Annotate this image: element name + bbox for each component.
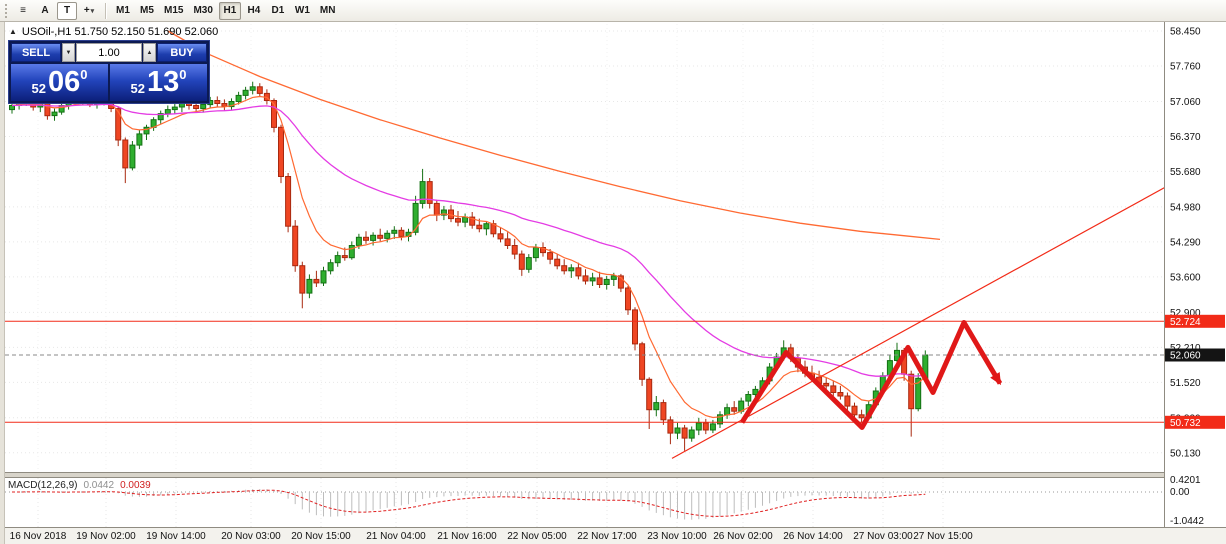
price-tick-label: 58.450: [1170, 27, 1201, 38]
time-axis-label: 23 Nov 10:00: [647, 531, 707, 542]
timeframe-w1-button[interactable]: W1: [291, 2, 314, 20]
volume-input[interactable]: 1.00: [76, 43, 142, 62]
zigzag-forecast-arrow: [739, 320, 1003, 430]
price-tick-label: 52.900: [1170, 308, 1201, 319]
grid-layer: [5, 24, 1164, 527]
ask-whole: 52: [130, 81, 145, 96]
ask-quote[interactable]: 52 13 0: [110, 64, 207, 101]
symbol-ohlc-text: USOil-,H1 51.750 52.150 51.690 52.060: [21, 26, 219, 38]
level-price-tag-label: 52.724: [1170, 317, 1201, 328]
one-click-collapse-icon[interactable]: ▲: [9, 27, 17, 36]
price-tick-label: 52.210: [1170, 343, 1201, 354]
timeframe-h4-button[interactable]: H4: [243, 2, 265, 20]
volume-up-button[interactable]: ▲: [143, 43, 156, 62]
current-price-tag-label: 52.060: [1170, 350, 1201, 361]
time-axis-label: 19 Nov 02:00: [76, 531, 136, 542]
crosshair-tool-button[interactable]: + ▾: [79, 2, 99, 20]
bid-whole: 52: [31, 81, 46, 96]
moving-averages-layer: [11, 30, 941, 419]
bid-fraction: 0: [80, 67, 88, 82]
timeframe-m1-button[interactable]: M1: [112, 2, 134, 20]
toolbar-separator: [105, 2, 106, 19]
quotes-row: 52 06 0 52 13 0: [11, 64, 207, 101]
time-axis-label: 20 Nov 15:00: [291, 531, 351, 542]
macd-title: MACD(12,26,9): [8, 480, 78, 491]
chart-canvas[interactable]: 58.450 57.760 57.060 56.370 55.680 54.980 54.2…: [0, 22, 1226, 544]
price-tick-label: 55.680: [1170, 167, 1201, 178]
drawn-objects-layer[interactable]: [5, 171, 1193, 459]
timeframe-d1-button[interactable]: D1: [267, 2, 289, 20]
crosshair-icon: +: [83, 5, 90, 16]
current-price-tag: [1165, 348, 1225, 362]
time-axis[interactable]: 16 Nov 2018 19 Nov 02:00 19 Nov 14:00 20 No…: [10, 531, 974, 542]
trade-controls-row: SELL ▼ 1.00 ▲ BUY: [11, 43, 207, 62]
ask-fraction: 0: [179, 67, 187, 82]
time-axis-label: 19 Nov 14:00: [146, 531, 206, 542]
level-price-tag: [1165, 314, 1225, 328]
bid-quote[interactable]: 52 06 0: [11, 64, 108, 101]
macd-axis-label: 0.4201: [1170, 475, 1201, 486]
timeframe-m15-button[interactable]: M15: [160, 2, 187, 20]
candles-layer: [9, 81, 929, 451]
level-price-tag: [1165, 415, 1225, 429]
pane-splitter: [0, 472, 1226, 478]
macd-axis-label: 0.00: [1170, 487, 1190, 498]
window-left-border: [0, 22, 5, 544]
toolbar-grip[interactable]: [5, 3, 7, 18]
time-axis-label: 21 Nov 04:00: [366, 531, 426, 542]
macd-indicator-label: MACD(12,26,9) 0.0442 0.0039: [8, 480, 151, 491]
annotation-a-icon[interactable]: A: [35, 2, 55, 20]
time-axis-label: 27 Nov 03:00: [853, 531, 913, 542]
macd-main-value: 0.0442: [83, 480, 115, 491]
price-tick-label: 53.600: [1170, 272, 1201, 283]
text-tool-icon[interactable]: T: [57, 1, 77, 20]
time-axis-label: 22 Nov 17:00: [577, 531, 637, 542]
timeframe-m5-button[interactable]: M5: [136, 2, 158, 20]
one-click-trading-panel: SELL ▼ 1.00 ▲ BUY 52 06 0 52 13 0: [8, 40, 210, 104]
time-axis-label: 26 Nov 14:00: [783, 531, 843, 542]
time-axis-label: 21 Nov 16:00: [437, 531, 497, 542]
ohlc-info-line: ▲ USOil-,H1 51.750 52.150 51.690 52.060: [9, 26, 218, 38]
macd-indicator-layer: [5, 489, 1164, 520]
macd-axis-label: -1.0442: [1170, 516, 1204, 527]
price-tick-label: 54.980: [1170, 202, 1201, 213]
sell-button[interactable]: SELL: [11, 43, 61, 62]
ascending-trend-line: [671, 171, 1193, 459]
level-price-tag-label: 50.732: [1170, 418, 1201, 429]
buy-button[interactable]: BUY: [157, 43, 207, 62]
price-tick-label: 50.130: [1170, 448, 1201, 459]
toolbar: ≡ A T + ▾ M1 M5 M15 M30 H1 H4 D1 W1 MN: [0, 0, 1226, 22]
order-type-dropdown[interactable]: ▼: [62, 43, 75, 62]
pane-splitter-chrome[interactable]: [0, 472, 1226, 544]
time-axis-label: 20 Nov 03:00: [221, 531, 281, 542]
timeframe-mn-button[interactable]: MN: [316, 2, 340, 20]
price-tick-label: 51.520: [1170, 378, 1201, 389]
time-axis-label: 26 Nov 02:00: [713, 531, 773, 542]
time-axis-label: 22 Nov 05:00: [507, 531, 567, 542]
bid-pips: 06: [47, 66, 81, 98]
price-tick-label: 56.370: [1170, 132, 1201, 143]
macd-signal-value: 0.0039: [120, 480, 151, 491]
price-tick-label: 57.760: [1170, 61, 1201, 72]
chart-list-icon[interactable]: ≡: [13, 2, 33, 20]
price-tick-label: 54.290: [1170, 237, 1201, 248]
timeframe-h1-button[interactable]: H1: [218, 1, 241, 20]
price-axis[interactable]: 58.450 57.760 57.060 56.370 55.680 54.980 54.2…: [1164, 22, 1226, 527]
timeframe-m30-button[interactable]: M30: [189, 2, 216, 20]
time-axis-label: 27 Nov 15:00: [913, 531, 973, 542]
ask-pips: 13: [146, 66, 180, 98]
price-tick-label: 57.060: [1170, 97, 1201, 108]
time-axis-label: 16 Nov 2018: [10, 531, 67, 542]
chevron-down-icon: ▾: [90, 7, 95, 15]
